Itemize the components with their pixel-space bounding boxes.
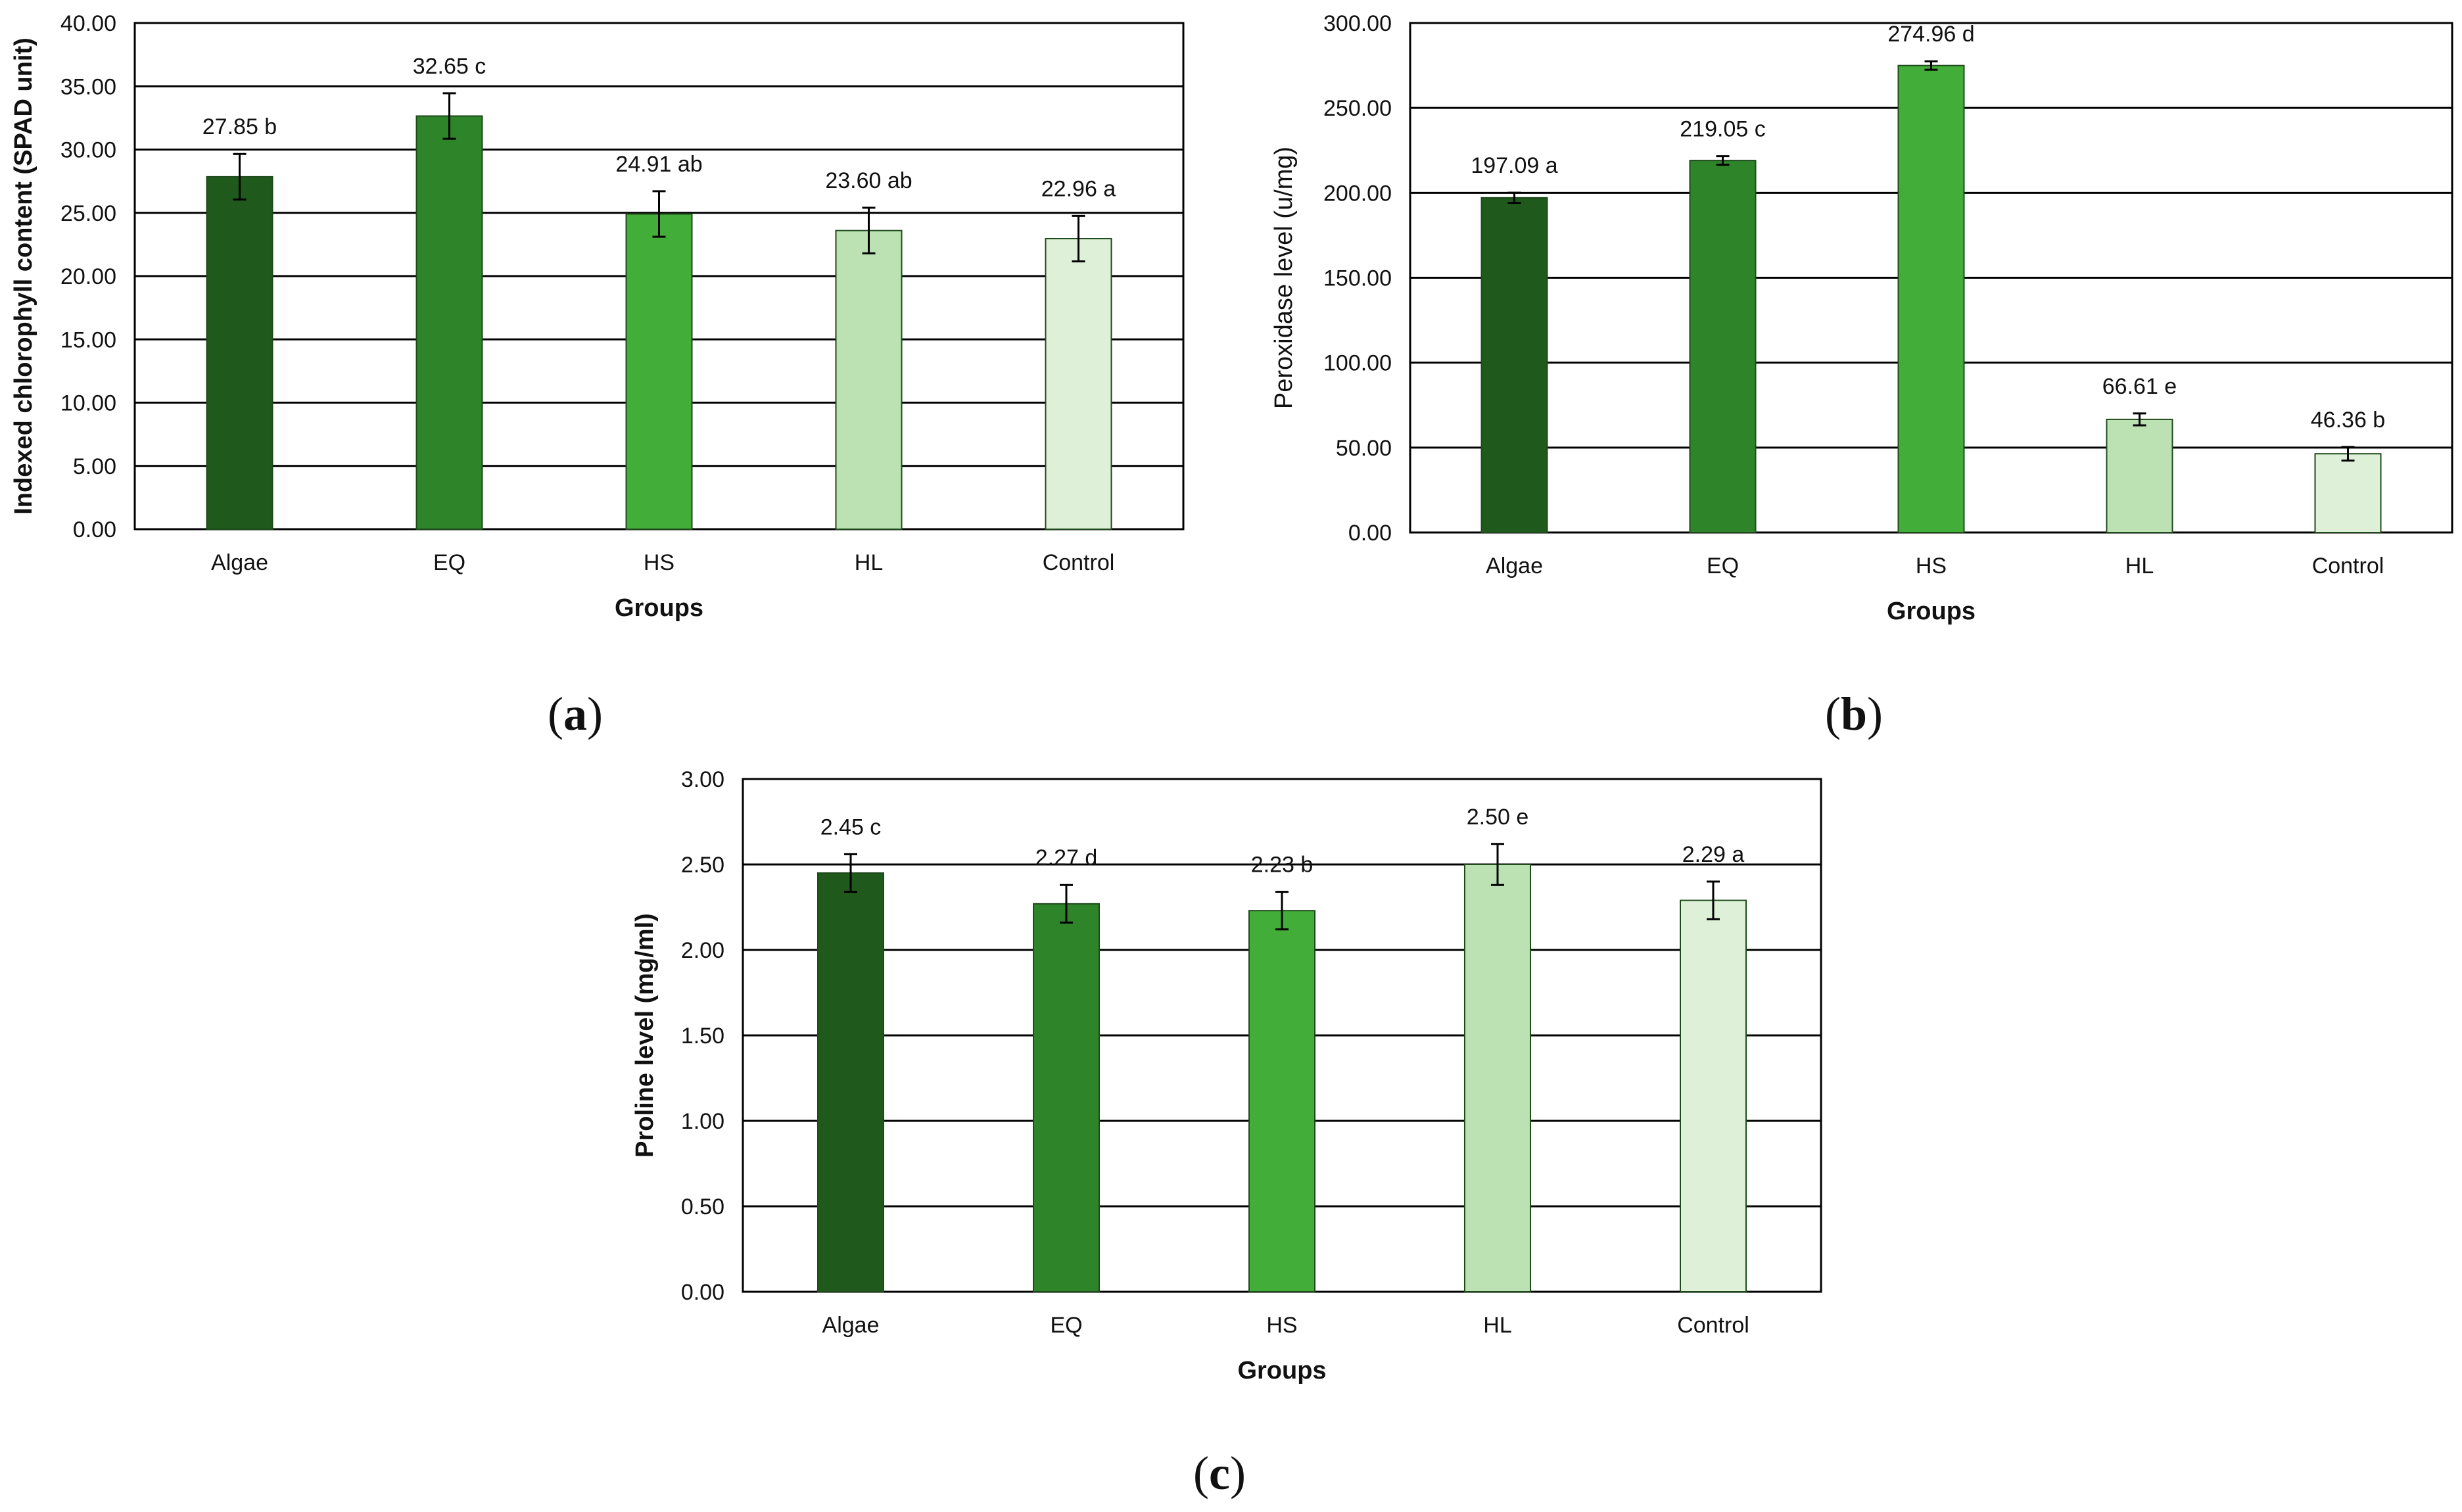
x-tick-label: Control <box>1677 1313 1749 1338</box>
bar-hs <box>1897 64 1965 534</box>
bar-hl <box>1464 864 1531 1292</box>
data-label: 22.96 a <box>1041 176 1116 201</box>
y-tick-label: 150.00 <box>1323 266 1392 291</box>
bar-hs <box>625 213 693 530</box>
x-tick-label: HS <box>1266 1313 1297 1338</box>
x-tick-label: Algae <box>1486 554 1543 579</box>
bar-algae <box>206 176 273 530</box>
data-label: 24.91 ab <box>615 152 702 177</box>
error-bar <box>2133 412 2146 427</box>
x-tick-label: EQ <box>1050 1313 1082 1338</box>
y-tick-label: 1.50 <box>681 1024 724 1049</box>
error-bar <box>1491 843 1504 886</box>
x-tick-label: Control <box>2312 554 2384 579</box>
y-tick-label: 0.00 <box>1348 521 1392 546</box>
y-tick-label: 3.00 <box>681 767 724 792</box>
error-bar <box>1072 214 1085 263</box>
bar-hl <box>2106 418 2173 534</box>
error-bar <box>1924 60 1938 71</box>
error-bar <box>844 853 857 893</box>
bar-control <box>1680 899 1747 1292</box>
y-tick-label: 35.00 <box>60 74 116 99</box>
error-bar <box>862 206 876 254</box>
y-tick-label: 1.00 <box>681 1109 724 1134</box>
x-axis-title: Groups <box>1237 1357 1326 1384</box>
data-label: 219.05 c <box>1680 117 1765 142</box>
y-tick-label: 2.00 <box>681 938 724 963</box>
data-label: 2.29 a <box>1682 842 1745 867</box>
data-label: 274.96 d <box>1887 22 1974 47</box>
bar-eq <box>1689 160 1757 533</box>
y-tick-label: 2.50 <box>681 853 724 878</box>
bar-control <box>2314 453 2382 534</box>
error-bar <box>1716 155 1730 166</box>
bar-control <box>1045 238 1112 530</box>
data-label: 27.85 b <box>202 114 277 139</box>
x-tick-label: Algae <box>211 550 268 575</box>
panel-label: (a) <box>548 688 603 740</box>
x-axis-title: Groups <box>615 594 703 622</box>
data-label: 2.50 e <box>1467 805 1529 830</box>
error-bar <box>1707 880 1720 920</box>
x-tick-label: Control <box>1043 550 1115 575</box>
x-tick-label: HL <box>2125 554 2154 579</box>
y-tick-label: 100.00 <box>1323 351 1392 376</box>
chart-panel-b: 0.00 50.00 100.00 150.00 200.00 250.00 300.00 1… <box>1270 11 2453 740</box>
x-axis-title: Groups <box>1887 598 1976 625</box>
x-tick-label: EQ <box>433 550 465 575</box>
y-tick-label: 40.00 <box>60 11 116 36</box>
y-axis-title: Indexed chlorophyll content (SPAD unit) <box>10 37 37 515</box>
x-tick-label: HS <box>644 550 675 575</box>
bar-hl <box>835 229 903 530</box>
x-tick-label: HS <box>1916 554 1947 579</box>
error-bar <box>652 190 666 238</box>
error-bar <box>1275 891 1289 931</box>
y-tick-label: 0.00 <box>681 1280 724 1305</box>
y-tick-label: 20.00 <box>60 264 116 289</box>
y-tick-label: 30.00 <box>60 138 116 163</box>
y-tick-label: 15.00 <box>60 327 116 352</box>
data-label: 66.61 e <box>2102 374 2177 399</box>
bar-algae <box>1480 197 1548 533</box>
x-tick-label: HL <box>1483 1313 1511 1338</box>
error-bar <box>1507 191 1521 204</box>
bar-eq <box>1033 903 1100 1293</box>
y-tick-label: 25.00 <box>60 201 116 226</box>
data-label: 197.09 a <box>1471 153 1557 178</box>
y-tick-label: 0.50 <box>681 1194 724 1219</box>
y-tick-label: 200.00 <box>1323 181 1392 206</box>
y-axis-title: Peroxidase level (u/mg) <box>1270 147 1298 409</box>
x-tick-label: HL <box>855 550 883 575</box>
error-bar <box>2341 446 2355 462</box>
error-bar <box>442 92 456 140</box>
chart-panel-a: 0.00 5.00 10.00 15.00 20.00 25.00 30.00 35.00 40… <box>10 11 1185 740</box>
data-label: 23.60 ab <box>825 168 912 193</box>
data-label: 2.45 c <box>820 815 882 839</box>
bar-eq <box>415 115 483 531</box>
bar-hs <box>1248 910 1315 1292</box>
y-axis-title: Proline level (mg/ml) <box>631 913 659 1158</box>
chart-panel-c: 0.00 0.50 1.00 1.50 2.00 2.50 3.00 2.45 c Algae 2… <box>631 767 1822 1500</box>
x-tick-label: Algae <box>822 1313 880 1338</box>
error-bar <box>233 153 247 201</box>
error-bar <box>1060 884 1073 924</box>
y-tick-label: 10.00 <box>60 391 116 416</box>
y-tick-label: 300.00 <box>1323 11 1392 36</box>
data-label: 46.36 b <box>2311 408 2385 433</box>
data-label: 2.27 d <box>1035 845 1098 870</box>
data-label: 2.23 b <box>1251 853 1314 878</box>
panel-label: (c) <box>1193 1447 1246 1500</box>
y-tick-label: 250.00 <box>1323 96 1392 121</box>
y-tick-label: 0.00 <box>73 517 116 542</box>
y-tick-label: 50.00 <box>1336 436 1392 461</box>
x-tick-label: EQ <box>1707 554 1739 579</box>
y-tick-label: 5.00 <box>73 454 116 479</box>
bar-algae <box>817 872 884 1292</box>
panel-label: (b) <box>1825 688 1883 740</box>
data-label: 32.65 c <box>413 54 486 79</box>
